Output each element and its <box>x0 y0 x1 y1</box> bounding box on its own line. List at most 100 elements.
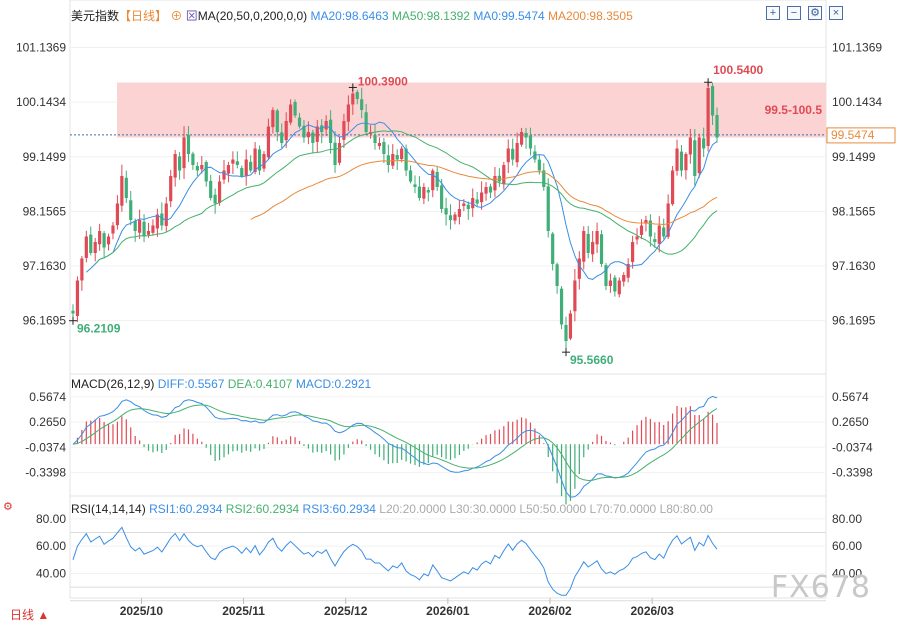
candle-body <box>169 176 173 202</box>
price-tick-left: 96.1695 <box>23 314 67 328</box>
candle-body <box>559 288 564 325</box>
candle-body <box>697 137 701 174</box>
candle-body <box>302 125 306 138</box>
candle-body <box>515 143 519 163</box>
candle-body <box>475 199 479 204</box>
price-annotations: 96.2109 100.3900 95.5660 100.5400 <box>69 63 763 367</box>
price-tick-right: 100.1434 <box>832 95 882 109</box>
zoom-in-button[interactable]: + <box>766 6 780 20</box>
candle-body <box>257 149 262 171</box>
candle-body <box>275 110 279 132</box>
candle-body <box>244 159 248 176</box>
candle-body <box>111 225 115 234</box>
rsi-header: RSI(14,14,14) RSI1:60.2934 RSI2:60.2934 … <box>71 502 713 516</box>
macd-macd-value: MACD:0.2921 <box>295 377 372 391</box>
zone-label: 99.5-100.5 <box>765 103 823 117</box>
settings-small-icon[interactable]: ⊕ <box>170 9 183 23</box>
macd-diff-line <box>72 395 718 498</box>
candle-body <box>164 203 168 226</box>
candle-body <box>289 104 293 123</box>
candle-body <box>391 154 395 166</box>
candle-body <box>426 190 430 193</box>
price-tick-left: 99.1499 <box>23 150 67 164</box>
zoom-out-button[interactable]: − <box>787 6 801 20</box>
candle-body <box>351 93 355 105</box>
price-tick-right: 99.1499 <box>832 150 876 164</box>
candle-body <box>608 280 613 287</box>
candle-body <box>422 187 426 199</box>
macd-tick-left: 0.5674 <box>29 390 66 404</box>
candle-body <box>75 280 80 317</box>
candle-body <box>133 220 137 231</box>
ma50-line <box>94 130 718 265</box>
candle-body <box>293 101 297 116</box>
candle-body <box>209 180 213 198</box>
rsi1-value: RSI1:60.2934 <box>149 502 223 516</box>
macd-dea-line <box>72 404 718 482</box>
candle-body <box>306 132 310 138</box>
candle-body <box>528 135 533 149</box>
candle-body <box>395 155 399 160</box>
macd-tick-right: 0.2650 <box>832 415 869 429</box>
candle-body <box>213 194 217 204</box>
candle-body <box>253 148 257 172</box>
macd-diff-value: DIFF:0.5567 <box>157 377 225 391</box>
candle-body <box>599 234 604 264</box>
candle-body <box>138 220 142 233</box>
rsi-l70: L70:70.0000 <box>589 502 657 516</box>
symbol-name: 美元指数 <box>71 9 120 23</box>
close-button[interactable]: × <box>829 6 843 20</box>
candle-body <box>453 214 457 221</box>
rsi-tick-left: 40.00 <box>36 566 66 580</box>
macd-dea-value: DEA:0.4107 <box>227 377 293 391</box>
candle-body <box>622 275 626 282</box>
time-label: 2025/11 <box>222 604 265 618</box>
macd-panel: 0.5674 0.5674 0.2650 0.2650 -0.0374 -0.0374 -0… <box>25 390 873 505</box>
candle-body <box>613 277 617 292</box>
time-axis: 2025/10 2025/11 2025/12 2026/01 2026/02 2026/… <box>120 598 674 618</box>
candle-body <box>124 177 128 198</box>
candle-body <box>315 126 319 142</box>
ma200-line <box>250 159 718 226</box>
low1-label: 96.2109 <box>77 322 121 336</box>
candle-body <box>400 148 404 160</box>
candle-body <box>648 220 652 237</box>
period-switch-button[interactable]: 日线 ▲ <box>10 608 50 622</box>
ma-indicator-icon[interactable]: ⊠ <box>185 9 198 23</box>
ma50-value: MA50:98.1392 <box>391 9 470 23</box>
rsi-l50: L50:50.0000 <box>519 502 587 516</box>
candle-body <box>684 154 688 171</box>
candle-body <box>249 161 253 171</box>
rsi-gear-icon[interactable]: ⚙ <box>3 501 13 513</box>
ma20-line <box>85 121 718 280</box>
candle-body <box>182 137 186 169</box>
price-tick-right: 97.1630 <box>832 259 876 273</box>
candle-body <box>586 233 590 253</box>
rsi-l80: L80:80.00 <box>659 502 713 516</box>
candle-body <box>555 264 559 286</box>
candle-body <box>551 233 555 264</box>
candle-body <box>120 176 124 206</box>
candle-body <box>235 161 239 165</box>
candle-body <box>333 142 337 165</box>
candle-body <box>284 121 288 141</box>
macd-tick-left: -0.0374 <box>25 440 66 454</box>
candle-body <box>435 171 439 187</box>
candle-body <box>626 264 630 278</box>
candle-body <box>377 143 382 147</box>
rsi-title: RSI(14,14,14) <box>71 502 146 516</box>
rsi-tick-right: 80.00 <box>832 512 862 526</box>
candle-body <box>440 185 444 209</box>
candles <box>71 82 719 353</box>
settings-button[interactable]: ⚙ <box>808 6 822 20</box>
ma-label: MA(20,50,0,200,0,0) <box>197 9 308 23</box>
candle-body <box>577 258 581 279</box>
candle-body <box>502 165 506 185</box>
candle-body <box>342 121 346 140</box>
watermark: FX678 <box>770 570 871 605</box>
candle-body <box>177 156 182 171</box>
price-tick-right: 101.1369 <box>832 40 882 54</box>
macd-header: MACD(26,12,9) DIFF:0.5567 DEA:0.4107 MAC… <box>71 377 371 391</box>
rsi-panel: 80.00 80.00 60.00 60.00 40.00 40.00 <box>36 512 862 602</box>
